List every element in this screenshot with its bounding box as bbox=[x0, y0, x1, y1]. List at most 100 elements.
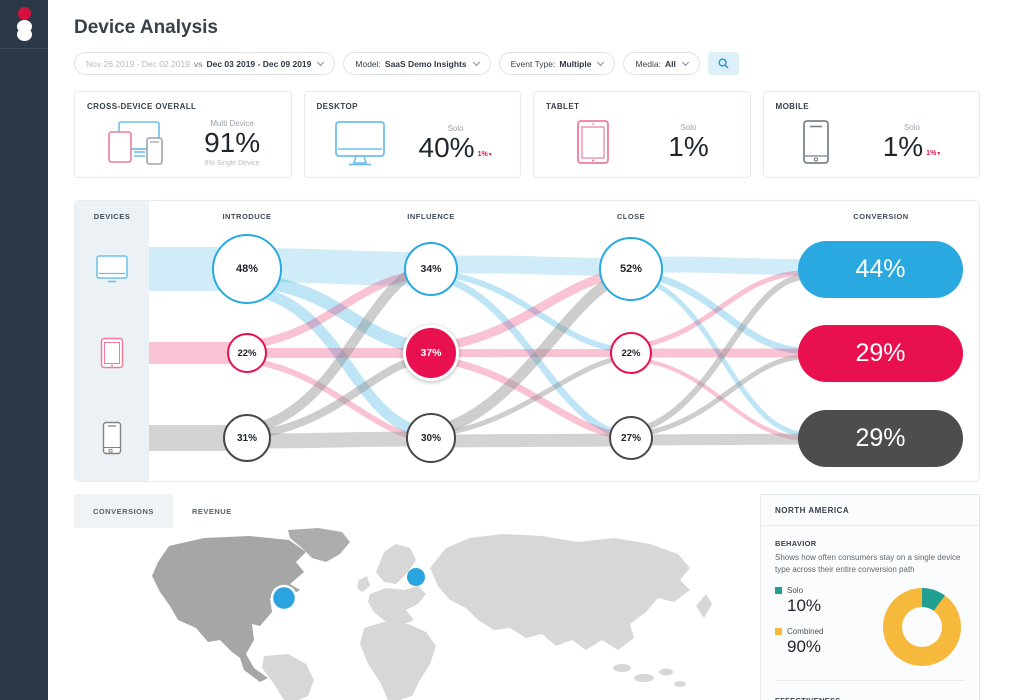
metric-label: Multi Device bbox=[210, 119, 254, 129]
column-header-introduce: INTRODUCE bbox=[222, 212, 272, 221]
node-desktop-close[interactable]: 52% bbox=[599, 237, 663, 301]
node-tablet-introduce[interactable]: 22% bbox=[227, 333, 267, 373]
model-filter-value: SaaS Demo Insights bbox=[384, 58, 467, 69]
card-title: TABLET bbox=[546, 102, 580, 111]
node-mobile-introduce[interactable]: 31% bbox=[223, 414, 271, 462]
card-tablet: TABLET Solo 1% bbox=[533, 91, 751, 178]
media-filter-value: All bbox=[664, 58, 676, 69]
combined-swatch-icon bbox=[775, 628, 782, 636]
metric-value: 1% bbox=[668, 130, 709, 162]
logo-dot-icon bbox=[17, 7, 31, 20]
down-arrow-icon: ▼ bbox=[487, 152, 493, 159]
behavior-description: Shows how often consumers stay on a sing… bbox=[775, 553, 961, 574]
region-panel: NORTH AMERICA BEHAVIOR Shows how often c… bbox=[760, 494, 980, 700]
down-arrow-icon: ▼ bbox=[936, 151, 942, 158]
cross-device-icon bbox=[108, 121, 164, 165]
search-icon bbox=[718, 58, 729, 69]
map-bubble-europe bbox=[407, 568, 425, 586]
conversion-pill-mobile[interactable]: 29% bbox=[798, 410, 963, 467]
chevron-down-icon bbox=[681, 58, 689, 66]
metric-label: Solo bbox=[680, 122, 697, 132]
desktop-icon bbox=[334, 121, 385, 166]
model-filter-label: Model: bbox=[355, 58, 381, 69]
column-header-influence: INFLUENCE bbox=[407, 212, 455, 221]
region-panel-title: NORTH AMERICA bbox=[761, 495, 979, 526]
summary-cards: CROSS-DEVICE OVERALL Multi Device bbox=[74, 91, 980, 178]
behavior-section: BEHAVIOR Shows how often consumers stay … bbox=[761, 526, 979, 678]
behavior-donut-chart bbox=[883, 588, 961, 667]
sidebar bbox=[0, 0, 48, 700]
metric-value: 1% bbox=[882, 130, 924, 162]
card-title: MOBILE bbox=[775, 102, 810, 111]
date-range-filter[interactable]: Nov 26 2019 - Dec 02 2019 vs Dec 03 2019… bbox=[74, 52, 336, 75]
page-title: Device Analysis bbox=[74, 17, 218, 38]
node-tablet-influence[interactable]: 37% bbox=[403, 325, 459, 381]
legend-value: 10% bbox=[787, 596, 822, 616]
legend-item-combined: Combined 90% bbox=[775, 627, 883, 657]
tab-revenue[interactable]: REVENUE bbox=[191, 506, 232, 516]
filter-bar: Nov 26 2019 - Dec 02 2019 vs Dec 03 2019… bbox=[74, 52, 1024, 75]
column-header-close: CLOSE bbox=[616, 212, 646, 221]
metric-delta: 1%▼ bbox=[477, 151, 493, 159]
behavior-heading: BEHAVIOR bbox=[775, 539, 817, 548]
search-button[interactable] bbox=[707, 52, 739, 75]
node-tablet-close[interactable]: 22% bbox=[610, 332, 652, 374]
column-header-devices: DEVICES bbox=[93, 212, 131, 221]
node-mobile-close[interactable]: 27% bbox=[609, 416, 653, 460]
legend-label: Solo bbox=[787, 586, 804, 596]
metric-subtext: 8% Single Device bbox=[204, 159, 260, 167]
event-type-filter-value: Multiple bbox=[559, 58, 592, 69]
behavior-legend: Solo 10% Combined 90% bbox=[775, 586, 883, 668]
logo-body-icon bbox=[16, 28, 32, 41]
map-area: CONVERSIONS REVENUE bbox=[74, 494, 755, 700]
effectiveness-section: EFFECTIVENESS Shows how often particular… bbox=[761, 683, 979, 700]
node-desktop-influence[interactable]: 34% bbox=[404, 242, 458, 296]
sidebar-logo-area bbox=[0, 0, 48, 49]
device-flow-chart: DEVICES INTRODUCE INFLUENCE CLOSE CONVER… bbox=[74, 200, 980, 482]
model-filter[interactable]: Model: SaaS Demo Insights bbox=[343, 52, 491, 75]
card-title: DESKTOP bbox=[316, 102, 358, 111]
date-range-vs: vs bbox=[193, 58, 203, 69]
media-filter-label: Media: bbox=[635, 58, 661, 69]
conversion-pill-desktop[interactable]: 44% bbox=[798, 241, 963, 298]
mobile-icon bbox=[803, 120, 830, 164]
metric-label: Solo bbox=[903, 122, 920, 132]
card-title: CROSS-DEVICE OVERALL bbox=[87, 102, 197, 111]
metric-value: 91% bbox=[204, 127, 261, 159]
metric-value: 40% bbox=[418, 131, 475, 163]
date-range-current: Dec 03 2019 - Dec 09 2019 bbox=[206, 58, 312, 69]
main-content: Device Analysis Nov 26 2019 - Dec 02 201… bbox=[48, 0, 1024, 700]
card-cross-device-overall: CROSS-DEVICE OVERALL Multi Device bbox=[74, 91, 292, 178]
mobile-icon bbox=[102, 421, 122, 455]
media-filter[interactable]: Media: All bbox=[623, 52, 700, 75]
card-desktop: DESKTOP Solo 40% 1%▼ bbox=[303, 91, 521, 178]
divider bbox=[775, 680, 965, 682]
solo-swatch-icon bbox=[775, 587, 782, 595]
metric-delta: 1%▼ bbox=[926, 150, 942, 158]
conversion-pill-tablet[interactable]: 29% bbox=[798, 325, 963, 382]
tab-conversions[interactable]: CONVERSIONS bbox=[74, 494, 173, 528]
map-tabs: CONVERSIONS REVENUE bbox=[74, 494, 755, 528]
event-type-filter-label: Event Type: bbox=[510, 58, 556, 69]
effectiveness-heading: EFFECTIVENESS bbox=[775, 696, 965, 700]
geo-section: CONVERSIONS REVENUE bbox=[74, 494, 980, 700]
chevron-down-icon bbox=[597, 58, 605, 66]
legend-value: 90% bbox=[787, 637, 822, 657]
legend-label: Combined bbox=[787, 627, 824, 637]
tablet-icon bbox=[576, 120, 609, 164]
map-bubble-north-america bbox=[270, 584, 298, 612]
chevron-down-icon bbox=[472, 58, 480, 66]
date-range-previous: Nov 26 2019 - Dec 02 2019 bbox=[86, 58, 190, 69]
desktop-icon bbox=[96, 255, 128, 283]
event-type-filter[interactable]: Event Type: Multiple bbox=[498, 52, 616, 75]
node-mobile-influence[interactable]: 30% bbox=[406, 413, 456, 463]
brand-logo[interactable] bbox=[16, 7, 32, 41]
world-map[interactable] bbox=[74, 528, 755, 700]
metric-label: Solo bbox=[447, 123, 464, 133]
tablet-icon bbox=[100, 337, 124, 369]
legend-item-solo: Solo 10% bbox=[775, 586, 883, 616]
node-desktop-introduce[interactable]: 48% bbox=[212, 234, 282, 304]
column-header-conversion: CONVERSION bbox=[853, 212, 909, 221]
card-mobile: MOBILE Solo 1% 1%▼ bbox=[762, 91, 980, 178]
